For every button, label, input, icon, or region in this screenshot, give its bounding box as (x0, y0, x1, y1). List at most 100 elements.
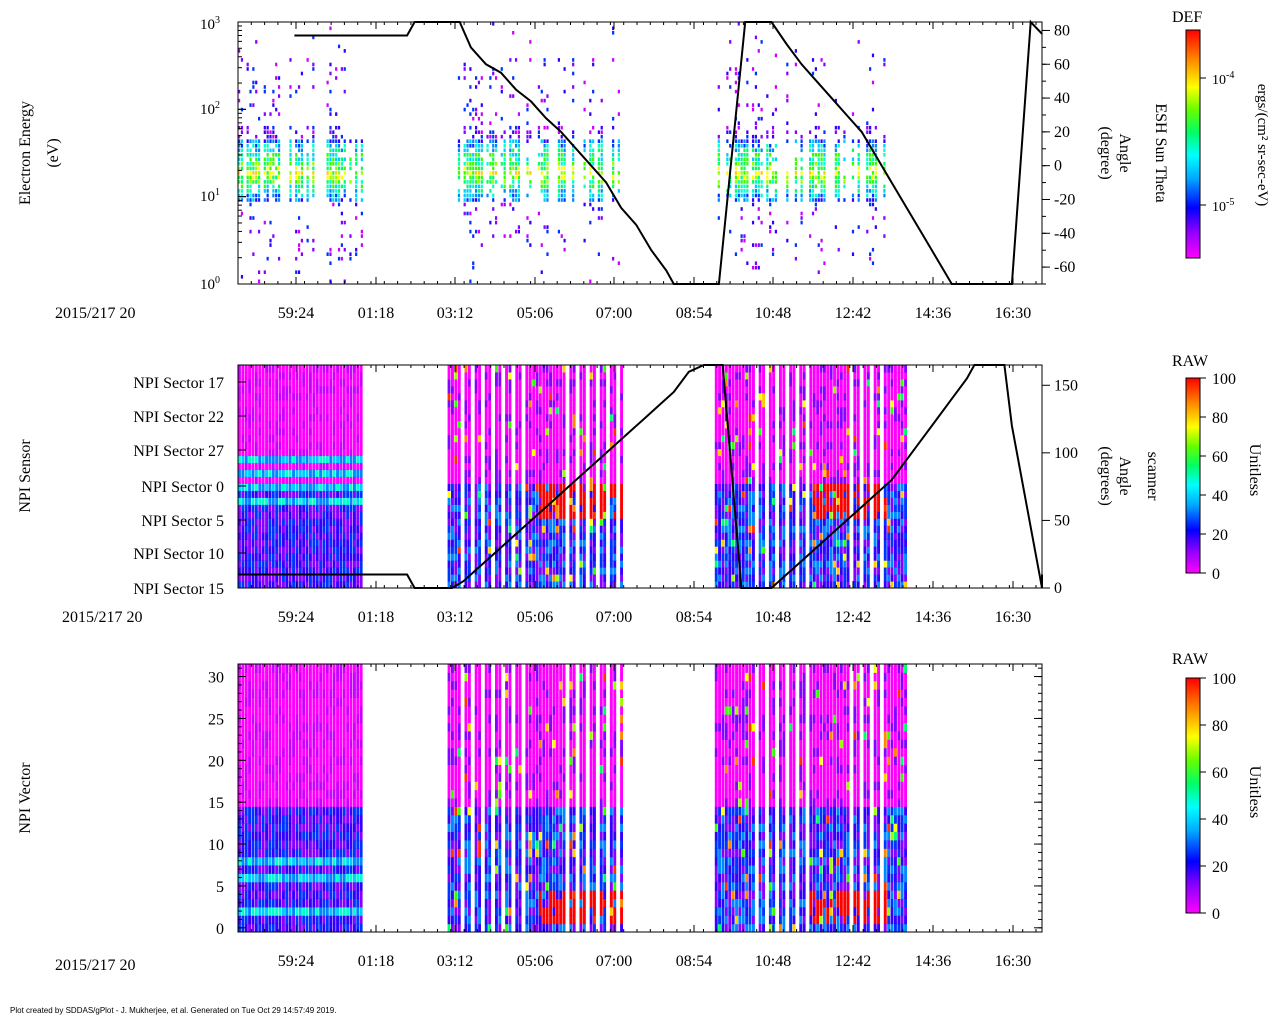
esh-heatmap-cell (297, 139, 301, 143)
npi-heatmap-cell (305, 560, 309, 568)
esh-heatmap-cell (834, 153, 837, 157)
esh-heatmap-cell (563, 162, 566, 166)
npi-heatmap-cell (251, 574, 255, 582)
npi-heatmap-cell (298, 469, 302, 477)
npi-heatmap-cell (282, 441, 285, 450)
esh-heatmap-cell (869, 125, 872, 130)
esh-heatmap-cell (754, 261, 758, 265)
npi-heatmap-cell (738, 434, 742, 443)
npi-heatmap-cell (559, 365, 563, 373)
npi-heatmap-cell (809, 399, 813, 408)
npi-heatmap-cell (322, 476, 326, 484)
npi-heatmap-cell (288, 483, 292, 491)
npi-heatmap-cell (295, 476, 299, 484)
npi-heatmap-cell (542, 490, 546, 498)
esh-heatmap-cell (246, 198, 249, 202)
npi-heatmap-cell (779, 448, 782, 457)
npi-heatmap-cell (238, 476, 241, 484)
npi-heatmap-cell (741, 413, 745, 422)
esh-heatmap-cell (300, 153, 304, 157)
esh-heatmap-cell (503, 162, 506, 166)
npi-heatmap-cell (721, 546, 725, 554)
npi-heatmap-cell (329, 546, 333, 554)
esh-heatmap-cell (572, 189, 575, 193)
npi-heatmap-cell (474, 539, 478, 547)
npi-heatmap-cell (528, 462, 532, 471)
esh-heatmap-cell (866, 130, 869, 134)
esh-heatmap-cell (612, 58, 615, 62)
esh-heatmap-cell (340, 184, 343, 189)
esh-heatmap-cell (751, 220, 755, 225)
npi-heatmap-cell (768, 490, 772, 498)
npi-heatmap-cell (339, 490, 343, 498)
esh-heatmap-cell (469, 189, 472, 193)
npi-heatmap-cell (258, 511, 262, 519)
esh-heatmap-cell (883, 216, 886, 220)
npi-heatmap-cell (474, 413, 478, 422)
npi-heatmap-cell (292, 441, 295, 450)
esh-heatmap-cell (329, 157, 332, 162)
npi-heatmap-cell (582, 511, 586, 519)
esh-heatmap-cell (503, 144, 506, 148)
npi-heatmap-cell (315, 518, 319, 526)
npi-heatmap-cell (528, 490, 532, 498)
npi-heatmap-cell (278, 448, 282, 457)
esh-heatmap-cell (355, 157, 358, 162)
esh-heatmap-cell (326, 144, 329, 148)
npi-heatmap-cell (349, 532, 353, 540)
npi-heatmap-cell (254, 497, 258, 505)
npi-heatmap-cell (353, 567, 356, 575)
npi-heatmap-cell (315, 378, 319, 387)
esh-heatmap-cell (340, 220, 343, 225)
npi-heatmap-cell (549, 567, 552, 575)
npi-heatmap-cell (789, 385, 793, 394)
esh-heatmap-cell (734, 166, 738, 171)
npi-heatmap-cell (748, 497, 752, 505)
npi-heatmap-cell (498, 574, 502, 582)
esh-heatmap-cell (474, 148, 478, 153)
npi-heatmap-cell (752, 546, 755, 554)
npi-heatmap-cell (741, 392, 745, 401)
npi-heatmap-cell (498, 406, 502, 415)
esh-heatmap-cell (272, 139, 275, 143)
npi-heatmap-cell (718, 518, 721, 526)
esh-heatmap-cell (329, 153, 332, 157)
esh-heatmap-cell (463, 107, 466, 112)
npi-heatmap-cell (271, 518, 275, 526)
esh-heatmap-cell (272, 153, 275, 157)
npi-heatmap-cell (582, 420, 586, 429)
npi-heatmap-cell (792, 413, 796, 422)
npi-heatmap-cell (244, 420, 248, 429)
npi-heatmap-cell (735, 497, 738, 505)
npi-heatmap-cell (542, 511, 546, 519)
npi-heatmap-cell (238, 434, 241, 443)
esh-heatmap-cell (834, 171, 837, 175)
esh-heatmap-cell (526, 238, 529, 243)
esh-heatmap-cell (492, 193, 495, 198)
esh-heatmap-cell (255, 175, 258, 180)
esh-heatmap-cell (817, 243, 820, 247)
npi-heatmap-cell (545, 365, 549, 373)
esh-heatmap-cell (503, 157, 506, 162)
npi-heatmap-cell (738, 539, 742, 547)
esh-heatmap-cell (823, 261, 826, 265)
npi-heatmap-cell (302, 581, 306, 589)
npi-heatmap-cell (572, 532, 576, 540)
npi-heatmap-cell (582, 497, 586, 505)
esh-heatmap-cell (543, 198, 546, 202)
npi-heatmap-cell (346, 434, 350, 443)
npi-heatmap-cell (451, 441, 454, 450)
esh-heatmap-cell (469, 211, 472, 216)
esh-heatmap-cell (834, 98, 837, 103)
npi-heatmap-cell (285, 525, 289, 533)
npi-heatmap-cell (745, 574, 749, 582)
npi-heatmap-cell (319, 392, 323, 401)
npi-heatmap-cell (603, 420, 607, 429)
npi-heatmap-cell (325, 567, 329, 575)
npi-heatmap-cell (555, 525, 559, 533)
npi-heatmap-cell (745, 497, 749, 505)
npi-heatmap-cell (555, 497, 559, 505)
npi-heatmap-cell (731, 539, 735, 547)
npi-heatmap-cell (735, 469, 738, 477)
esh-heatmap-cell (263, 148, 266, 153)
